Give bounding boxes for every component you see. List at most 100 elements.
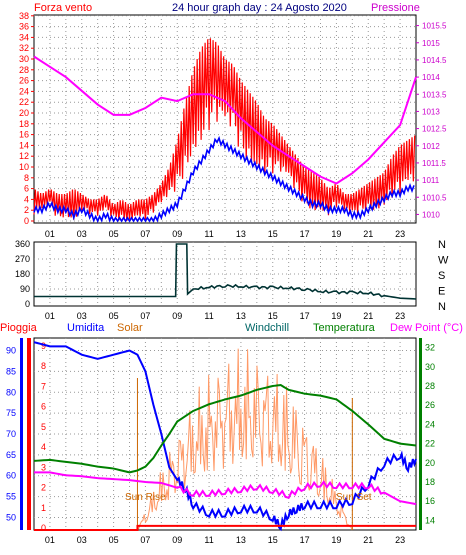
x-tick-label: 09	[172, 311, 182, 321]
y-tick-label-left: 0	[24, 216, 29, 226]
rain-tick-label: 6	[41, 402, 46, 412]
compass-label: N	[438, 301, 446, 313]
x-tick-label: 07	[140, 535, 150, 545]
rain-tick-label: 4	[41, 442, 46, 452]
x-tick-label: 21	[363, 535, 373, 545]
series-dewpoint	[34, 471, 417, 506]
y-tick-label-left: 4	[24, 194, 29, 204]
x-tick-label: 03	[77, 311, 87, 321]
rain-tick-label: 5	[41, 422, 46, 432]
y-tick-label-right: 18	[425, 477, 435, 487]
series-rain	[34, 524, 416, 531]
x-tick-label: 15	[268, 535, 278, 545]
y-tick-label-left: 32	[19, 43, 29, 53]
x-tick-label: 13	[236, 229, 246, 239]
x-tick-label: 05	[109, 311, 119, 321]
y-tick-label-left: 55	[6, 492, 16, 502]
x-tick-label: 09	[172, 535, 182, 545]
x-tick-label: 23	[395, 535, 405, 545]
y-tick-label-right: 24	[425, 419, 435, 429]
y-tick-label-right: 20	[425, 458, 435, 468]
y-tick-label-left: 180	[15, 269, 30, 279]
rain-tick-label: 3	[41, 462, 46, 472]
x-tick-label: 09	[172, 229, 182, 239]
x-tick-label: 19	[331, 535, 341, 545]
series-wind-direction	[34, 243, 417, 300]
y-tick-label-left: 34	[19, 32, 29, 42]
x-tick-label: 07	[140, 311, 150, 321]
x-tick-label: 21	[363, 229, 373, 239]
x-tick-label: 23	[395, 229, 405, 239]
y-tick-label-left: 20	[19, 108, 29, 118]
x-tick-label: 03	[77, 535, 87, 545]
humidity-label: Umidita	[67, 322, 105, 334]
x-tick-label: 03	[77, 229, 87, 239]
y-tick-label-left: 80	[6, 387, 16, 397]
x-tick-label: 07	[140, 229, 150, 239]
series-pressure	[33, 55, 417, 185]
y-tick-label-right: 30	[425, 362, 435, 372]
rain-tick-label: 1	[41, 503, 46, 513]
compass-label: N	[438, 239, 446, 251]
series-humidity	[33, 341, 417, 532]
y-tick-label-right: 32	[425, 343, 435, 353]
y-tick-label-right: 1011	[422, 176, 440, 185]
wind-axis-label: Forza vento	[34, 2, 92, 14]
compass-label: S	[438, 270, 445, 282]
y-tick-label-left: 12	[19, 151, 29, 161]
x-tick-label: 15	[268, 311, 278, 321]
sun-set-annotation: Sun Set	[336, 492, 372, 503]
y-tick-label-left: 18	[19, 119, 29, 129]
rain-tick-label: 9	[41, 341, 46, 351]
y-tick-label-left: 26	[19, 76, 29, 86]
solar-label: Solar	[117, 322, 143, 334]
y-tick-label-left: 14	[19, 140, 29, 150]
y-tick-label-left: 70	[6, 429, 16, 439]
x-tick-label: 11	[204, 229, 213, 239]
x-tick-label: 11	[204, 311, 213, 321]
y-tick-label-left: 85	[6, 366, 16, 376]
dewpoint-label: Dew Point (°C)	[390, 322, 463, 334]
x-tick-label: 17	[300, 535, 310, 545]
y-tick-label-right: 1012.5	[422, 125, 447, 134]
y-tick-label-right: 1010.5	[422, 193, 447, 202]
y-tick-label-right: 26	[425, 400, 435, 410]
y-tick-label-left: 16	[19, 130, 29, 140]
y-tick-label-left: 270	[15, 254, 30, 264]
y-tick-label-right: 1015	[422, 39, 440, 48]
x-tick-label: 15	[268, 229, 278, 239]
series-solar	[137, 348, 353, 531]
y-tick-label-right: 1010	[422, 210, 440, 219]
y-tick-label-right: 1013.5	[422, 90, 447, 99]
y-tick-label-left: 75	[6, 408, 16, 418]
rain-label: Pioggia	[0, 322, 38, 334]
y-tick-label-right: 28	[425, 381, 435, 391]
y-tick-label-left: 2	[24, 205, 29, 215]
rain-tick-label: 7	[41, 381, 46, 391]
x-tick-label: 19	[331, 311, 341, 321]
y-tick-label-right: 1013	[422, 107, 440, 116]
humidity-axis-bar	[20, 338, 23, 530]
rain-tick-label: 2	[41, 483, 46, 493]
y-tick-label-left: 90	[6, 346, 16, 356]
series-wind-gust	[33, 38, 416, 221]
x-tick-label: 11	[204, 535, 213, 545]
rain-tick-label: 8	[41, 361, 46, 371]
x-tick-label: 21	[363, 311, 373, 321]
y-tick-label-right: 1012	[422, 142, 440, 151]
y-tick-label-left: 8	[24, 173, 29, 183]
x-tick-label: 13	[236, 535, 246, 545]
y-tick-label-right: 1015.5	[422, 22, 447, 31]
compass-label: E	[438, 286, 445, 298]
pressure-axis-label: Pressione	[371, 2, 420, 14]
y-tick-label-left: 36	[19, 22, 29, 32]
x-tick-label: 23	[395, 311, 405, 321]
y-tick-label-left: 24	[19, 86, 29, 96]
temperature-label: Temperatura	[313, 322, 376, 334]
windchill-label: Windchill	[245, 322, 289, 334]
x-tick-label: 01	[45, 229, 55, 239]
x-tick-label: 19	[331, 229, 341, 239]
chart-title: 24 hour graph day : 24 Agosto 2020	[172, 2, 347, 14]
x-tick-label: 05	[109, 229, 119, 239]
